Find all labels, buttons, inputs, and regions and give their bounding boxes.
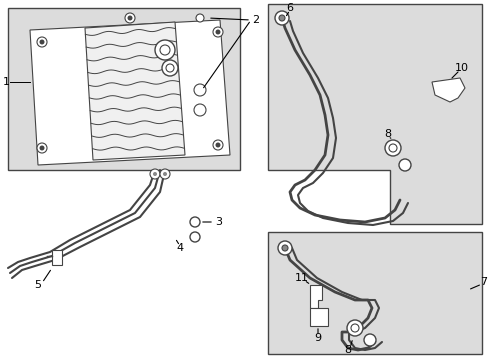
Circle shape <box>37 143 47 153</box>
Circle shape <box>150 169 160 179</box>
Polygon shape <box>432 78 465 102</box>
Text: 3: 3 <box>215 217 222 227</box>
Text: 5: 5 <box>34 280 42 290</box>
Bar <box>310 308 328 326</box>
Circle shape <box>278 241 292 255</box>
Circle shape <box>279 15 285 21</box>
Bar <box>8 8 240 170</box>
Circle shape <box>37 37 47 47</box>
Circle shape <box>213 27 223 37</box>
Circle shape <box>275 11 289 25</box>
Circle shape <box>347 320 363 336</box>
Circle shape <box>385 140 401 156</box>
Polygon shape <box>52 250 62 265</box>
Bar <box>268 232 482 354</box>
Text: 11: 11 <box>295 273 309 283</box>
Text: 4: 4 <box>176 243 184 253</box>
Polygon shape <box>268 4 482 224</box>
Circle shape <box>125 13 135 23</box>
Circle shape <box>153 172 157 176</box>
Circle shape <box>389 144 397 152</box>
Text: 9: 9 <box>315 333 321 343</box>
Circle shape <box>190 217 200 227</box>
Circle shape <box>216 30 220 35</box>
Circle shape <box>162 60 178 76</box>
Circle shape <box>194 104 206 116</box>
Polygon shape <box>310 285 322 308</box>
Text: 10: 10 <box>455 63 469 73</box>
Circle shape <box>190 232 200 242</box>
Text: 1: 1 <box>2 77 9 87</box>
Circle shape <box>163 172 167 176</box>
Circle shape <box>160 45 170 55</box>
Circle shape <box>40 40 45 45</box>
Text: 6: 6 <box>287 3 294 13</box>
Circle shape <box>216 143 220 148</box>
Circle shape <box>282 245 288 251</box>
Text: 8: 8 <box>344 345 351 355</box>
Circle shape <box>127 15 132 21</box>
Circle shape <box>196 14 204 22</box>
Circle shape <box>399 159 411 171</box>
Circle shape <box>166 64 174 72</box>
Circle shape <box>160 169 170 179</box>
Text: 2: 2 <box>252 15 259 25</box>
Circle shape <box>194 84 206 96</box>
Circle shape <box>364 334 376 346</box>
Circle shape <box>351 324 359 332</box>
Text: 8: 8 <box>385 129 392 139</box>
Circle shape <box>40 145 45 150</box>
Circle shape <box>155 40 175 60</box>
Text: 7: 7 <box>480 277 488 287</box>
Circle shape <box>213 140 223 150</box>
Polygon shape <box>30 20 230 165</box>
Polygon shape <box>85 22 185 160</box>
